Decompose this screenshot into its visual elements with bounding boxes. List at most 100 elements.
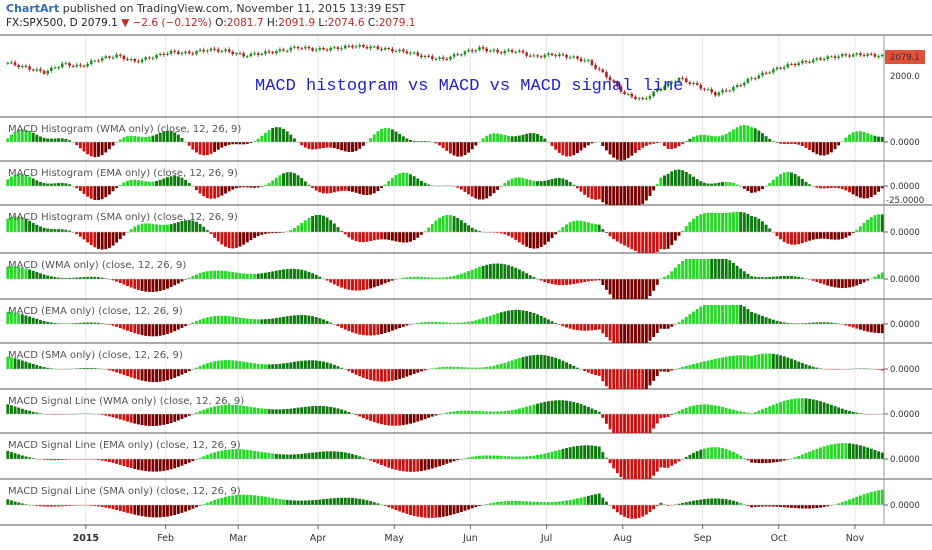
candle-body [550,53,554,56]
histogram-bar [652,279,656,291]
candle-body [703,88,706,90]
histogram-bar [793,276,797,279]
histogram-bar [771,276,775,279]
histogram-bar [372,414,376,423]
histogram-bar [604,232,608,233]
histogram-bar [746,213,750,232]
histogram-bar [452,411,456,414]
x-tick-label: Sep [694,533,712,544]
histogram-bar [256,495,260,505]
histogram-bar [155,224,159,232]
histogram-bar [619,142,623,161]
extra-axis-label: -25.0000 [886,196,924,206]
histogram-bar [710,305,714,324]
candle-body [750,78,753,80]
histogram-bar [347,411,351,414]
histogram-bar [753,505,757,508]
histogram-bar [779,232,783,240]
brand-name[interactable]: ChartArt [6,2,60,15]
histogram-bar [427,227,431,232]
histogram-bar [158,224,162,232]
histogram-bar [467,505,471,510]
histogram-bar [227,449,231,459]
histogram-bar [601,142,605,146]
histogram-bar [826,403,830,414]
histogram-bar [604,369,608,387]
candle-body [746,78,750,83]
histogram-bar [467,142,471,153]
histogram-bar [877,214,881,232]
histogram-bar [24,218,28,232]
histogram-bar [438,505,442,518]
histogram-bar [176,222,180,232]
histogram-bar [104,505,108,508]
histogram-bar [557,359,561,369]
histogram-bar [231,186,235,190]
histogram-bar [717,182,721,186]
histogram-bar [445,185,449,186]
histogram-bar [648,142,652,145]
histogram-bar [111,142,115,146]
histogram-bar [630,414,634,433]
histogram-bar [858,445,862,459]
candle-body [296,46,300,49]
candle-body [452,54,456,57]
histogram-bar [216,270,220,279]
histogram-bar [648,186,652,196]
histogram-bar [227,496,231,505]
histogram-bar [271,180,275,186]
histogram-bar [231,404,235,414]
histogram-bar [663,324,666,329]
histogram-bar [419,414,423,421]
histogram-bar [191,186,195,187]
histogram-bar [840,408,844,414]
histogram-bar [191,459,195,462]
histogram-bar [213,186,217,199]
histogram-bar [380,279,383,285]
open-value: 2081.7 [226,17,264,29]
histogram-bar [278,409,282,414]
histogram-bar [144,181,148,186]
histogram-bar [739,125,743,142]
histogram-bar [470,410,474,414]
histogram-bar [525,232,529,247]
histogram-bar [20,408,24,414]
histogram-bar [521,310,525,324]
histogram-bar [144,369,148,382]
histogram-bar [107,142,111,150]
histogram-bar [659,414,663,419]
histogram-bar [851,132,855,142]
histogram-bar [463,458,467,459]
histogram-bar [111,186,115,192]
histogram-bar [195,274,198,279]
histogram-bar [60,182,64,186]
histogram-bar [848,324,851,327]
histogram-bar [746,412,750,414]
histogram-bar [546,452,550,459]
histogram-bar [369,501,373,505]
histogram-bar [586,142,590,146]
histogram-bar [314,142,318,150]
histogram-bar [586,495,590,505]
candle-body [275,51,278,54]
histogram-bar [448,215,452,232]
histogram-bar [365,279,369,290]
histogram-bar [340,409,344,414]
histogram-bar [503,183,507,186]
histogram-bar [111,369,115,372]
histogram-bar [205,502,209,505]
histogram-bar [819,368,822,369]
histogram-bar [213,142,217,152]
histogram-bar [713,447,717,459]
histogram-bar [238,273,242,279]
histogram-bar [53,183,57,186]
candle-body [369,46,372,49]
histogram-bar [140,279,144,291]
histogram-bar [532,404,536,414]
histogram-bar [452,216,456,232]
candle-body [732,87,735,91]
histogram-bar [245,362,249,369]
histogram-bar [742,271,746,279]
histogram-bar [303,360,307,369]
